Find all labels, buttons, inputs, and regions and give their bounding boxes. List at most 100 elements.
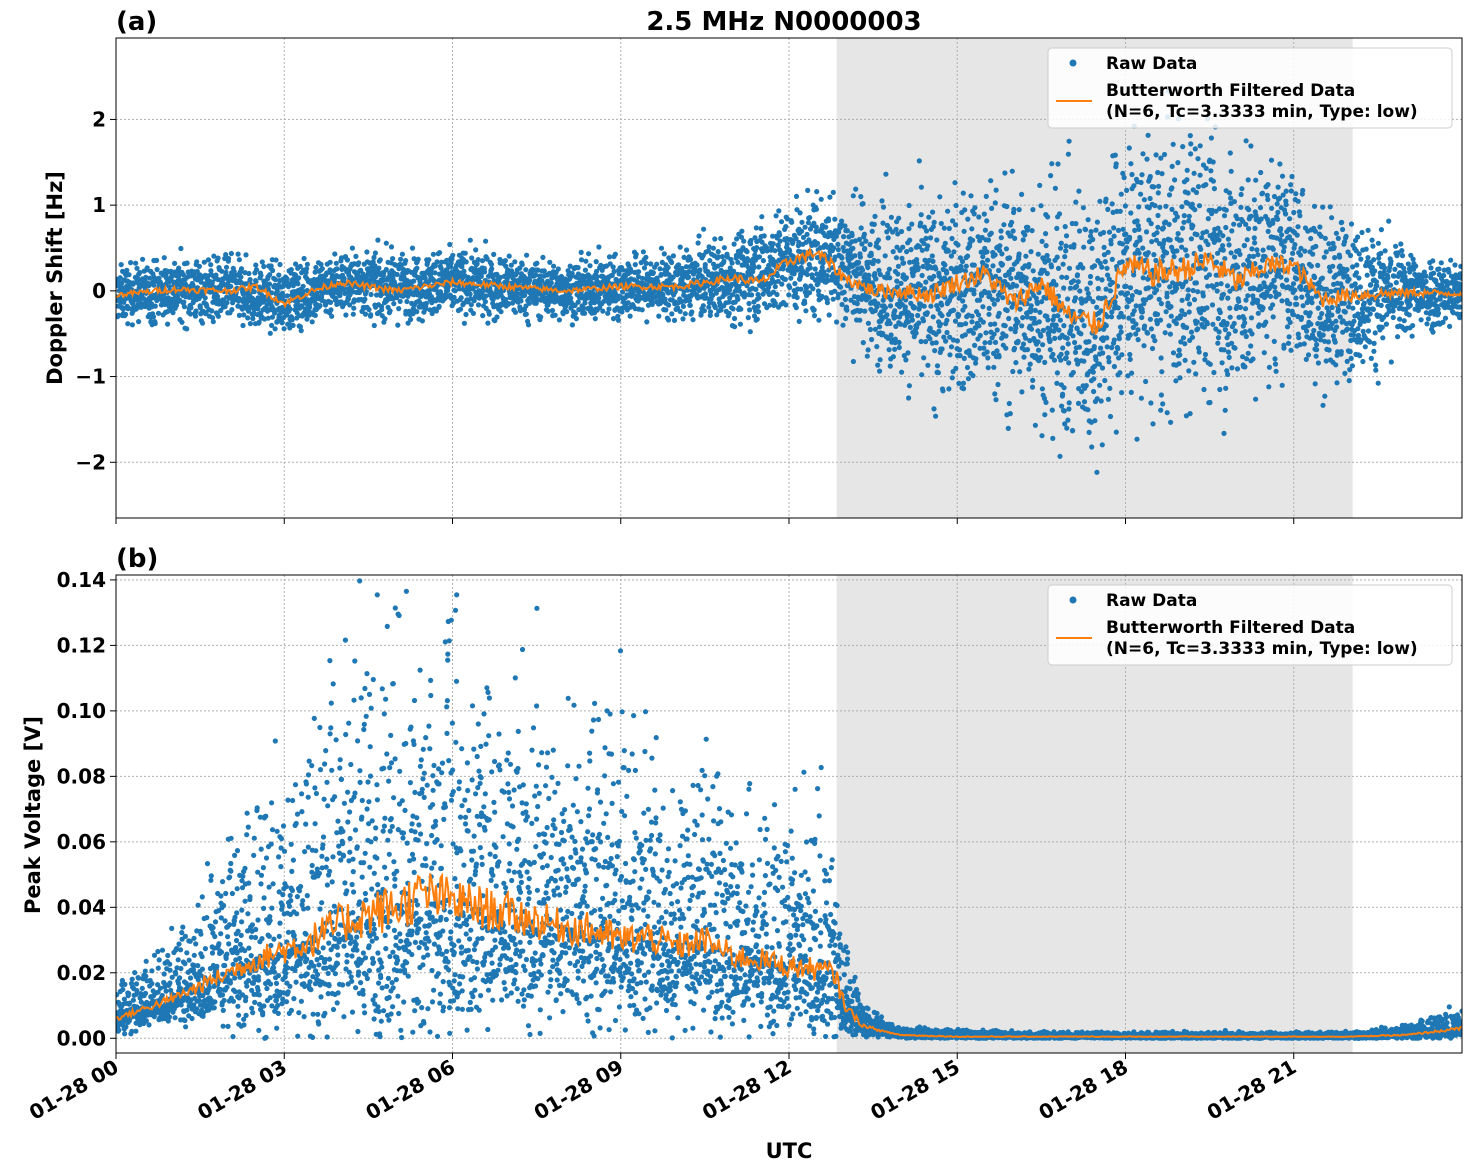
- raw-data-point: [180, 272, 186, 278]
- raw-data-point: [946, 225, 952, 232]
- raw-data-point: [992, 339, 999, 345]
- raw-data-point: [982, 340, 988, 346]
- raw-data-point: [1198, 246, 1204, 252]
- raw-data-point: [669, 259, 675, 266]
- raw-data-point: [1042, 412, 1048, 418]
- raw-data-point: [436, 303, 442, 309]
- raw-data-point: [1221, 430, 1227, 436]
- raw-data-point: [741, 238, 747, 244]
- raw-data-point: [1119, 390, 1125, 396]
- raw-data-point: [124, 267, 130, 273]
- raw-data-point: [820, 260, 826, 266]
- raw-data-point: [498, 309, 504, 315]
- raw-data-point: [1211, 186, 1217, 192]
- raw-data-point: [734, 236, 740, 242]
- raw-data-point: [753, 225, 759, 231]
- raw-data-point: [1137, 290, 1143, 296]
- raw-data-point: [810, 286, 816, 292]
- raw-data-point: [144, 265, 150, 271]
- raw-data-point: [137, 269, 143, 276]
- raw-data-point: [512, 259, 518, 265]
- raw-data-point: [290, 322, 296, 328]
- raw-data-point: [396, 306, 402, 312]
- raw-data-point: [1180, 225, 1186, 231]
- raw-data-point: [1180, 335, 1187, 341]
- raw-data-point: [395, 322, 401, 328]
- raw-data-point: [735, 259, 741, 265]
- raw-data-point: [816, 317, 822, 323]
- raw-data-point: [1105, 396, 1111, 402]
- raw-data-point: [173, 302, 180, 308]
- raw-data-point: [1186, 368, 1192, 374]
- raw-data-point: [1099, 442, 1105, 448]
- raw-data-point: [1188, 141, 1194, 147]
- raw-data-point: [1063, 233, 1070, 239]
- raw-data-point: [805, 187, 811, 193]
- raw-data-point: [269, 257, 275, 263]
- raw-data-point: [241, 312, 247, 318]
- raw-data-point: [1111, 337, 1117, 343]
- raw-data-point: [927, 336, 933, 342]
- raw-data-point: [156, 275, 162, 281]
- raw-data-point: [1141, 343, 1147, 349]
- raw-data-point: [224, 300, 230, 306]
- raw-data-point: [343, 312, 349, 318]
- raw-data-point: [1213, 259, 1220, 265]
- raw-data-point: [274, 288, 280, 294]
- raw-data-point: [586, 251, 592, 257]
- raw-data-point: [885, 235, 891, 241]
- raw-data-point: [337, 293, 343, 299]
- raw-data-point: [279, 320, 285, 326]
- raw-data-point: [489, 266, 495, 272]
- raw-data-point: [1195, 184, 1202, 190]
- raw-data-point: [1058, 240, 1064, 246]
- raw-data-point: [209, 308, 215, 314]
- raw-data-point: [362, 296, 368, 302]
- raw-data-point: [1113, 161, 1119, 167]
- raw-data-point: [1117, 370, 1123, 376]
- raw-data-point: [259, 259, 265, 265]
- raw-data-point: [1119, 241, 1126, 247]
- raw-data-point: [1050, 351, 1056, 357]
- raw-data-point: [1062, 254, 1068, 260]
- raw-data-point: [1221, 347, 1227, 353]
- raw-data-point: [824, 273, 830, 279]
- raw-data-point: [426, 257, 432, 263]
- raw-data-point: [1155, 224, 1161, 230]
- raw-data-point: [1054, 370, 1060, 376]
- raw-data-point: [1160, 401, 1166, 407]
- raw-data-point: [1071, 242, 1077, 248]
- raw-data-point: [1104, 265, 1110, 271]
- raw-data-point: [906, 226, 912, 232]
- raw-data-point: [761, 233, 767, 239]
- raw-data-point: [1091, 263, 1098, 269]
- raw-data-point: [1081, 358, 1087, 364]
- raw-data-point: [982, 227, 989, 233]
- raw-data-point: [408, 316, 414, 323]
- raw-data-point: [1167, 237, 1173, 243]
- raw-data-point: [977, 297, 983, 303]
- raw-data-point: [119, 280, 125, 286]
- raw-data-point: [1100, 350, 1106, 356]
- raw-data-point: [876, 245, 882, 251]
- raw-data-point: [278, 310, 284, 316]
- raw-data-point: [1039, 238, 1045, 244]
- raw-data-point: [1191, 359, 1197, 365]
- raw-data-point: [1147, 173, 1153, 180]
- raw-data-point: [523, 267, 529, 273]
- raw-data-point: [844, 307, 850, 313]
- raw-data-point: [606, 306, 612, 312]
- raw-data-point: [1134, 218, 1140, 224]
- raw-data-point: [806, 290, 813, 296]
- raw-data-point: [917, 282, 924, 288]
- raw-data-point: [749, 292, 755, 298]
- raw-data-point: [1124, 187, 1130, 193]
- raw-data-point: [931, 273, 937, 279]
- raw-data-point: [932, 348, 938, 354]
- raw-data-point: [989, 296, 996, 303]
- raw-data-point: [684, 247, 690, 253]
- raw-data-point: [1216, 206, 1223, 212]
- raw-data-point: [1016, 251, 1022, 257]
- raw-data-point: [1101, 229, 1107, 236]
- raw-data-point: [253, 279, 259, 285]
